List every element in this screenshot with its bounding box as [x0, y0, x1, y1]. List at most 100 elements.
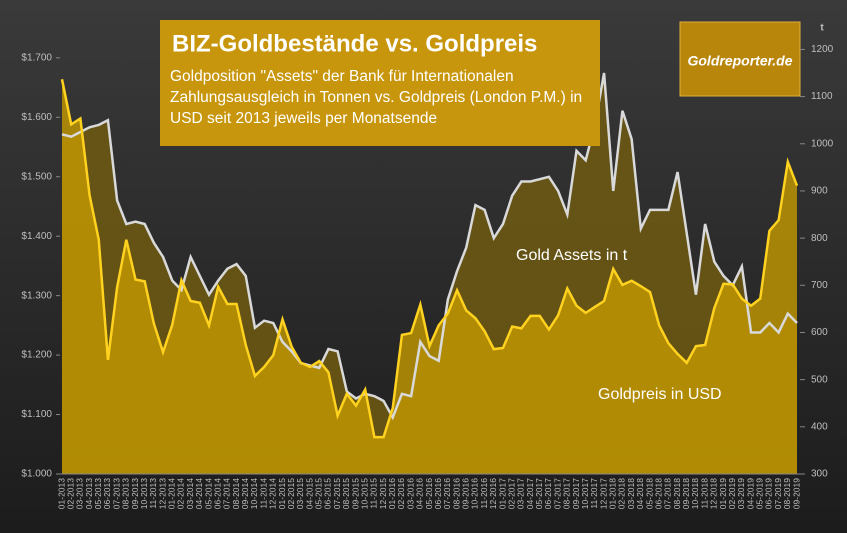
x-tick-label: 05-2017: [534, 478, 544, 509]
line: [61, 72, 798, 421]
x-tick-label: 08-2017: [562, 478, 572, 509]
x-tick-label: 07-2014: [222, 478, 232, 509]
x-tick-label: 04-2014: [194, 478, 204, 509]
x-tick-label: 12-2016: [488, 478, 498, 509]
x-tick-label: 01-2016: [387, 478, 397, 509]
x-tick-label: 02-2013: [65, 478, 75, 509]
x-tick-label: 09-2018: [681, 478, 691, 509]
x-tick-label: 12-2018: [709, 478, 719, 509]
chart-subtitle: Goldposition "Assets" der Bank für Inter…: [170, 68, 583, 127]
x-tick-label: 03-2014: [185, 478, 195, 509]
x-tick-label: 07-2018: [663, 478, 673, 509]
x-tick-label: 03-2019: [736, 478, 746, 509]
y-tick-label: $1.500: [21, 171, 52, 182]
x-tick-label: 10-2017: [580, 478, 590, 509]
y-tick-label: $1.100: [21, 409, 52, 420]
x-tick-label: 08-2015: [341, 478, 351, 509]
x-tick-label: 10-2014: [249, 478, 259, 509]
x-tick-label: 03-2018: [626, 478, 636, 509]
series-label: Goldpreis in USD: [598, 386, 722, 403]
x-tick-label: 11-2013: [148, 478, 158, 509]
y2-tick-label: 1200: [811, 44, 834, 55]
x-tick-label: 07-2015: [332, 478, 342, 509]
x-tick-label: 06-2014: [212, 478, 222, 509]
x-tick-label: 02-2016: [396, 478, 406, 509]
y-tick-label: $1.000: [21, 469, 52, 480]
x-tick-label: 04-2018: [635, 478, 645, 509]
x-tick-label: 02-2017: [506, 478, 516, 509]
x-tick-label: 01-2015: [277, 478, 287, 509]
x-tick-label: 09-2015: [350, 478, 360, 509]
subtitle-box: Goldposition "Assets" der Bank für Inter…: [170, 68, 583, 127]
x-tick-label: 06-2013: [102, 478, 112, 509]
y2-tick-label: 1100: [811, 91, 833, 102]
y2-tick-label: 900: [811, 186, 828, 197]
chart-title: BIZ-Goldbestände vs. Goldpreis: [172, 30, 537, 57]
x-tick-label: 03-2015: [295, 478, 305, 509]
x-tick-label: 04-2016: [415, 478, 425, 509]
x-tick-label: 09-2016: [461, 478, 471, 509]
x-tick-label: 12-2013: [157, 478, 167, 509]
x-tick-label: 04-2013: [84, 478, 94, 509]
y2-tick-label: 700: [811, 280, 828, 291]
x-tick-label: 11-2015: [369, 478, 379, 509]
logo-box: [679, 21, 801, 97]
x-tick-label: 08-2016: [451, 478, 461, 509]
y-tick-label: $1.200: [21, 350, 52, 361]
x-tick-label: 05-2015: [314, 478, 324, 509]
x-tick-label: 07-2016: [442, 478, 452, 509]
y2-tick-label: 500: [811, 374, 828, 385]
x-tick-label: 09-2013: [130, 478, 140, 509]
x-tick-label: 10-2018: [690, 478, 700, 509]
x-tick-label: 12-2017: [598, 478, 608, 509]
x-tick-label: 02-2015: [286, 478, 296, 509]
x-tick-label: 08-2018: [672, 478, 682, 509]
logo: Goldreporter.de: [687, 53, 792, 69]
x-tick-label: 02-2019: [727, 478, 737, 509]
x-tick-label: 10-2015: [359, 478, 369, 509]
x-tick-label: 05-2018: [644, 478, 654, 509]
x-tick-label: 04-2017: [525, 478, 535, 509]
x-tick-label: 02-2014: [176, 478, 186, 509]
x-tick-label: 06-2018: [653, 478, 663, 509]
x-tick-label: 10-2016: [470, 478, 480, 509]
x-tick-label: 04-2019: [745, 478, 755, 509]
x-tick-label: 06-2016: [433, 478, 443, 509]
x-tick-label: 01-2018: [608, 478, 618, 509]
x-tick-label: 09-2017: [571, 478, 581, 509]
plot-area: [60, 72, 799, 475]
line: [60, 78, 799, 439]
x-tick-label: 09-2019: [791, 478, 801, 509]
area: [62, 79, 797, 475]
x-tick-label: 06-2019: [764, 478, 774, 509]
x-tick-label: 07-2019: [773, 478, 783, 509]
x-tick-label: 07-2013: [111, 478, 121, 509]
title-box: [160, 20, 600, 146]
x-tick-label: 08-2019: [782, 478, 792, 509]
x-tick-label: 05-2014: [203, 478, 213, 509]
y2-axis-title: t: [820, 23, 824, 34]
y2-tick-label: 400: [811, 421, 828, 432]
x-tick-label: 07-2017: [552, 478, 562, 509]
y-tick-label: $1.700: [21, 52, 52, 63]
x-tick-label: 10-2013: [139, 478, 149, 509]
x-tick-label: 01-2019: [718, 478, 728, 509]
x-tick-label: 06-2015: [323, 478, 333, 509]
y2-tick-label: 300: [811, 469, 828, 480]
x-tick-label: 01-2013: [56, 478, 66, 509]
x-tick-label: 02-2018: [617, 478, 627, 509]
x-tick-label: 06-2017: [543, 478, 553, 509]
x-tick-label: 12-2015: [378, 478, 388, 509]
series-label: Gold Assets in t: [516, 247, 628, 264]
x-tick-label: 01-2017: [497, 478, 507, 509]
x-tick-label: 03-2017: [516, 478, 526, 509]
x-tick-label: 08-2014: [231, 478, 241, 509]
y2-tick-label: 1000: [811, 138, 834, 149]
x-tick-label: 04-2015: [304, 478, 314, 509]
x-tick-label: 05-2019: [755, 478, 765, 509]
x-tick-label: 03-2013: [75, 478, 85, 509]
x-tick-label: 05-2013: [93, 478, 103, 509]
x-tick-label: 12-2014: [268, 478, 278, 509]
x-tick-label: 08-2013: [121, 478, 131, 509]
